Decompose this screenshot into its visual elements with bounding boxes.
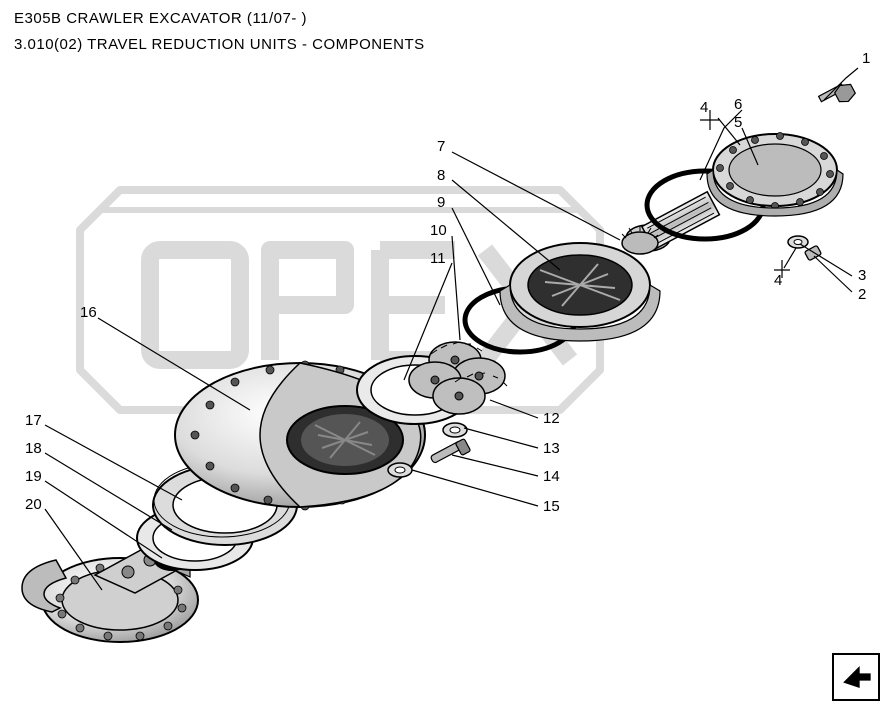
exploded-diagram	[0, 0, 892, 713]
callout-15: 15	[543, 498, 560, 515]
callout-19: 19	[25, 468, 42, 485]
part-washer-15	[388, 463, 412, 477]
callout-5: 5	[734, 114, 742, 131]
callout-13: 13	[543, 440, 560, 457]
callout-11: 11	[430, 250, 446, 267]
callout-18: 18	[25, 440, 42, 457]
part-thrust-washer-13	[443, 423, 467, 437]
part-screw-14	[430, 438, 471, 463]
nav-arrow-icon[interactable]	[832, 653, 880, 701]
part-seal-ring-3	[788, 236, 808, 248]
part-bolt-1	[819, 81, 858, 105]
callout-7: 7	[437, 138, 445, 155]
part-ring-gear	[500, 243, 660, 341]
part-plug-2	[804, 245, 821, 260]
callout-6: 6	[734, 96, 742, 113]
part-cover	[707, 133, 843, 217]
callout-4b: 4	[774, 272, 782, 289]
callout-9: 9	[437, 194, 445, 211]
callout-2: 2	[858, 286, 866, 303]
callout-16: 16	[80, 304, 97, 321]
callout-8: 8	[437, 167, 445, 184]
callout-10: 10	[430, 222, 447, 239]
part-sun-gear-shaft	[622, 192, 719, 254]
callout-17: 17	[25, 412, 42, 429]
callout-14: 14	[543, 468, 560, 485]
callout-1: 1	[862, 50, 870, 67]
callout-20: 20	[25, 496, 42, 513]
callout-3: 3	[858, 267, 866, 284]
callout-4a: 4	[700, 99, 708, 116]
callout-12: 12	[543, 410, 560, 427]
